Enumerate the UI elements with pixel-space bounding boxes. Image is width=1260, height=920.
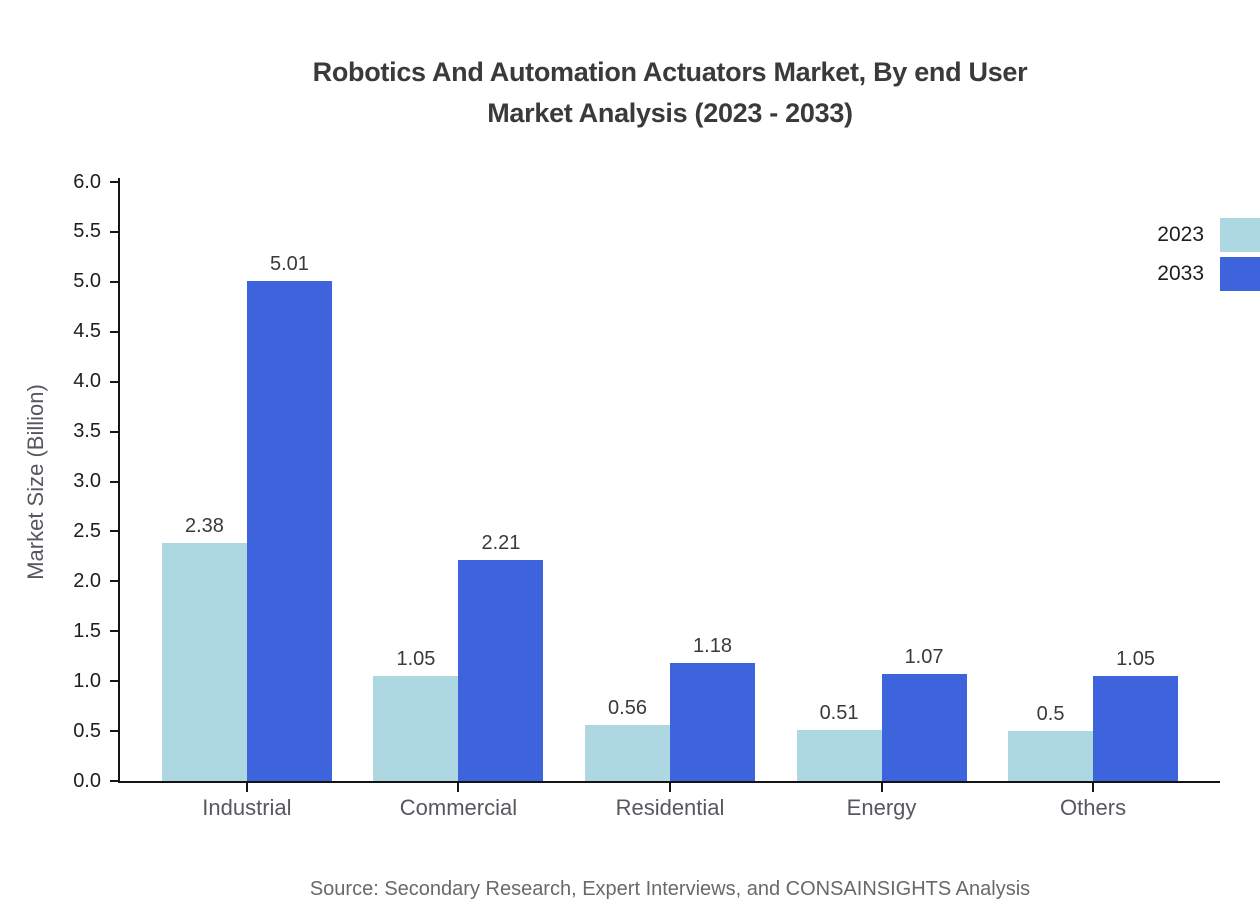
value-label-2033-others: 1.05 bbox=[1116, 648, 1156, 671]
x-tick-mark bbox=[245, 781, 248, 792]
bar-2023-energy bbox=[796, 730, 882, 781]
bar-group-residential: 0.56 1.18 Residential bbox=[585, 182, 755, 820]
y-tick-label: 2.5 bbox=[73, 519, 101, 542]
bar-2033-energy bbox=[881, 674, 967, 781]
y-tick: 3.5 bbox=[53, 420, 120, 443]
y-tick-label: 1.5 bbox=[73, 619, 101, 642]
legend-label: 2033 bbox=[1157, 262, 1204, 285]
y-tick: 1.5 bbox=[53, 620, 120, 642]
bar-2023-others bbox=[1008, 731, 1094, 781]
y-tick-label: 4.0 bbox=[73, 370, 101, 393]
legend-item-2023: 2023 bbox=[1157, 218, 1260, 252]
y-tick: 4.0 bbox=[53, 370, 120, 393]
y-tick-mark bbox=[110, 580, 120, 583]
category-label-others: Others bbox=[1060, 795, 1127, 820]
bar-2023-commercial bbox=[373, 676, 459, 781]
legend-label: 2023 bbox=[1157, 223, 1204, 246]
bar-group-others: 0.5 1.05 Others bbox=[1008, 182, 1179, 820]
y-axis-label: Market Size (Billion) bbox=[23, 383, 49, 580]
y-tick-label: 0.5 bbox=[73, 719, 101, 742]
y-tick-mark bbox=[110, 230, 120, 233]
x-tick-mark bbox=[457, 781, 460, 792]
y-tick-label: 4.5 bbox=[73, 320, 101, 343]
y-tick: 5.5 bbox=[53, 220, 120, 243]
y-tick-mark bbox=[110, 430, 120, 433]
legend: 2023 2033 bbox=[1157, 218, 1260, 291]
value-label-2033-commercial: 2.21 bbox=[481, 532, 521, 555]
legend-item-2033: 2033 bbox=[1157, 257, 1260, 291]
bar-2023-residential bbox=[585, 725, 670, 781]
chart-title: Robotics And Automation Actuators Market… bbox=[312, 57, 1028, 128]
y-tick: 2.5 bbox=[53, 520, 120, 542]
bar-group-commercial: 1.05 2.21 Commercial bbox=[373, 182, 544, 820]
y-tick-mark bbox=[110, 730, 120, 733]
x-tick-mark bbox=[669, 781, 671, 792]
y-tick-mark bbox=[110, 330, 120, 333]
category-label-residential: Residential bbox=[615, 795, 725, 820]
value-label-2033-industrial: 5.01 bbox=[269, 252, 309, 275]
y-tick-mark bbox=[110, 280, 120, 283]
bar-2023-industrial bbox=[161, 543, 247, 781]
y-tick-mark bbox=[110, 630, 120, 633]
value-label-2023-others: 0.5 bbox=[1036, 703, 1065, 726]
y-tick-label: 5.5 bbox=[73, 220, 101, 243]
y-tick: 4.5 bbox=[53, 320, 120, 343]
bar-2033-others bbox=[1093, 676, 1179, 781]
x-tick-mark bbox=[880, 781, 883, 792]
y-tick-mark bbox=[110, 680, 120, 683]
category-label-energy: Energy bbox=[846, 795, 917, 820]
value-label-2033-energy: 1.07 bbox=[904, 646, 944, 669]
y-tick-label: 1.0 bbox=[73, 669, 101, 692]
value-label-2033-residential: 1.18 bbox=[693, 635, 732, 658]
bar-2033-commercial bbox=[458, 560, 544, 781]
legend-swatch bbox=[1220, 257, 1260, 291]
y-tick: 0.0 bbox=[53, 770, 120, 792]
y-tick: 2.0 bbox=[53, 570, 120, 592]
y-tick-mark bbox=[110, 780, 120, 782]
y-tick-label: 6.0 bbox=[73, 170, 101, 193]
y-tick: 6.0 bbox=[53, 171, 120, 193]
value-label-2023-residential: 0.56 bbox=[608, 697, 647, 720]
category-label-industrial: Industrial bbox=[202, 795, 292, 820]
legend-swatch bbox=[1220, 218, 1260, 252]
bar-group-industrial: 2.38 5.01 Industrial bbox=[161, 182, 332, 820]
bar-2033-industrial bbox=[246, 280, 332, 781]
y-tick-label: 3.5 bbox=[73, 420, 101, 443]
category-label-commercial: Commercial bbox=[399, 795, 518, 820]
value-label-2023-industrial: 2.38 bbox=[184, 515, 224, 538]
plot-area: 0.0 0.5 1.0 1.5 2.0 2.5 3.0 3.5 4.0 4.5 5.0 5.5 6.0 2… bbox=[73, 171, 1220, 820]
y-tick-label: 3.0 bbox=[73, 470, 101, 492]
y-tick: 1.0 bbox=[53, 670, 120, 692]
value-label-2023-energy: 0.51 bbox=[819, 702, 859, 725]
bar-group-energy: 0.51 1.07 Energy bbox=[796, 182, 967, 820]
bar-2033-residential bbox=[670, 663, 755, 781]
y-tick-label: 0.0 bbox=[73, 769, 101, 792]
y-tick: 3.0 bbox=[53, 470, 120, 493]
y-tick-mark bbox=[110, 380, 120, 383]
y-tick-mark bbox=[110, 480, 120, 483]
y-tick: 0.5 bbox=[53, 720, 120, 742]
x-tick-mark bbox=[1092, 781, 1095, 792]
y-tick: 5.0 bbox=[53, 270, 120, 293]
y-tick-mark bbox=[110, 181, 120, 183]
value-label-2023-commercial: 1.05 bbox=[396, 648, 436, 671]
y-tick-label: 2.0 bbox=[73, 569, 101, 592]
y-tick-mark bbox=[110, 530, 120, 533]
source-note: Source: Secondary Research, Expert Inter… bbox=[309, 878, 1031, 900]
y-tick-label: 5.0 bbox=[73, 270, 101, 293]
